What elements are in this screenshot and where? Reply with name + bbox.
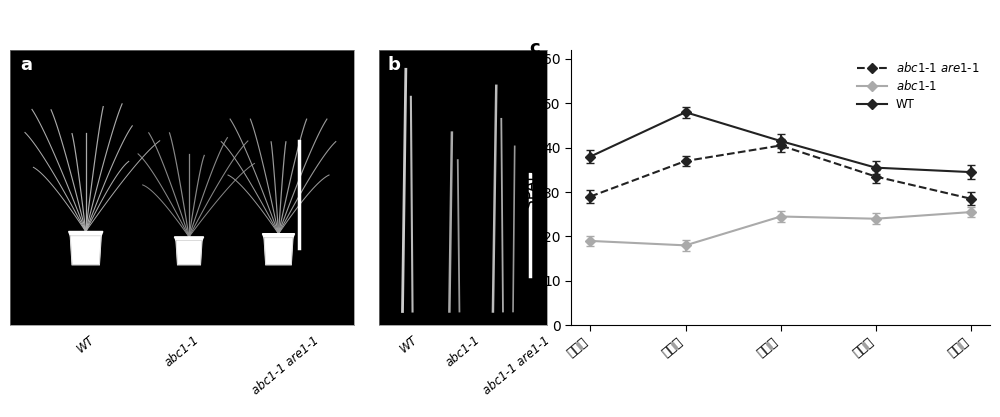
- Text: abc1-1 are1-1: abc1-1 are1-1: [480, 334, 552, 397]
- Text: a: a: [20, 55, 32, 73]
- Text: abc1-1: abc1-1: [443, 334, 482, 369]
- Text: abc1-1 are1-1: abc1-1 are1-1: [249, 334, 321, 397]
- Text: WT: WT: [398, 334, 421, 356]
- Polygon shape: [70, 236, 101, 265]
- Polygon shape: [176, 241, 202, 265]
- Polygon shape: [264, 238, 293, 265]
- Y-axis label: SPAD: SPAD: [523, 168, 538, 208]
- Text: b: b: [387, 55, 400, 73]
- Text: c: c: [529, 39, 540, 57]
- Polygon shape: [69, 231, 103, 236]
- Polygon shape: [262, 234, 295, 238]
- Text: WT: WT: [74, 334, 97, 356]
- Legend: $abc1$-$1$ $are1$-$1$, $abc1$-$1$, WT: $abc1$-$1$ $are1$-$1$, $abc1$-$1$, WT: [852, 56, 984, 116]
- Text: abc1-1: abc1-1: [162, 334, 202, 369]
- Polygon shape: [174, 237, 204, 241]
